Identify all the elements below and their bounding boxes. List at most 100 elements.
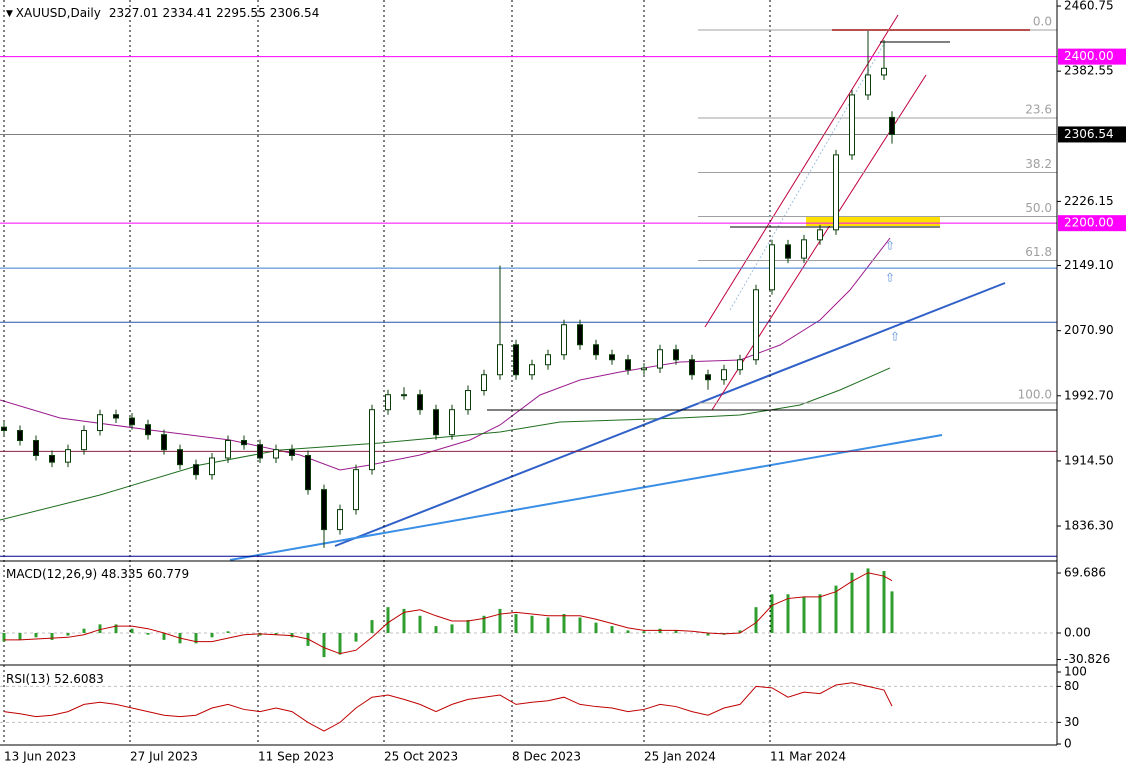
candle-body xyxy=(865,74,871,96)
x-tick-label: 25 Jan 2024 xyxy=(644,750,716,764)
candle-body xyxy=(369,409,375,471)
candle-body xyxy=(625,359,631,371)
candle-body xyxy=(401,394,407,397)
macd-bar xyxy=(66,633,70,636)
arrow-icon: ⇧ xyxy=(885,271,895,285)
macd-bar xyxy=(594,622,598,634)
candle-body xyxy=(273,449,279,459)
macd-bar xyxy=(50,633,54,640)
candle-body xyxy=(145,424,151,436)
price-tag-label: 2306.54 xyxy=(1064,127,1114,141)
candle-body xyxy=(481,374,487,392)
macd-bar xyxy=(98,624,102,634)
moving-average-fast xyxy=(0,237,891,471)
fib-label: 0.0 xyxy=(1033,14,1052,28)
moving-average-slow xyxy=(0,367,891,521)
macd-bar xyxy=(450,624,454,634)
candle-body xyxy=(513,344,519,376)
macd-bar xyxy=(194,633,198,644)
macd-bar xyxy=(434,626,438,634)
fib-label: 100.0 xyxy=(1018,388,1052,402)
macd-value: 48.335 xyxy=(101,567,143,581)
macd-bar xyxy=(18,633,22,640)
y-tick-label: 2070.90 xyxy=(1064,323,1114,337)
macd-bar xyxy=(274,633,278,635)
macd-bar xyxy=(210,633,214,638)
macd-bar xyxy=(402,608,406,634)
fib-label: 50.0 xyxy=(1025,201,1052,215)
macd-bar xyxy=(466,620,470,634)
macd-bar xyxy=(786,594,790,634)
channel-line xyxy=(704,14,899,328)
fib-label: 38.2 xyxy=(1025,157,1052,171)
macd-bar xyxy=(642,631,646,634)
candle-body xyxy=(257,444,263,459)
candle-body xyxy=(657,349,663,369)
macd-bar xyxy=(610,626,614,634)
y-tick-label: 2226.15 xyxy=(1064,194,1114,208)
rsi-line xyxy=(3,682,893,732)
macd-bar xyxy=(562,614,566,634)
zone xyxy=(806,216,940,226)
price-tag xyxy=(1058,126,1126,143)
candle-body xyxy=(833,154,839,231)
candle-body xyxy=(305,454,311,491)
y-tick-label: 2382.55 xyxy=(1064,64,1114,78)
candle-body xyxy=(449,409,455,436)
macd-bar xyxy=(546,617,550,634)
candle-body xyxy=(641,367,647,371)
macd-bar xyxy=(834,585,838,634)
macd-bar xyxy=(674,630,678,634)
rsi-header: RSI(13) 52.6083 xyxy=(6,672,104,686)
candle-body xyxy=(225,440,231,459)
y-tick-label: 1914.50 xyxy=(1064,453,1114,467)
candle-body xyxy=(545,354,551,366)
candle-body xyxy=(561,324,567,356)
macd-bar xyxy=(338,633,342,655)
macd-header: MACD(12,26,9) 48.335 60.779 xyxy=(6,567,189,581)
candle-body xyxy=(705,374,711,381)
macd-bar xyxy=(354,633,358,642)
fib-label: 61.8 xyxy=(1025,245,1052,259)
macd-bar xyxy=(34,633,38,638)
candle-body xyxy=(321,489,327,531)
high: 2334.41 xyxy=(162,6,212,20)
macd-bar xyxy=(578,617,582,634)
macd-bar xyxy=(514,614,518,634)
y-tick-label: 100 xyxy=(1064,665,1087,679)
candle-body xyxy=(529,364,535,376)
channel-line xyxy=(729,41,886,311)
candle-body xyxy=(889,116,895,135)
candle-body xyxy=(81,430,87,451)
candle-body xyxy=(673,349,679,361)
candle-body xyxy=(193,464,199,476)
x-tick-label: 25 Oct 2023 xyxy=(384,750,458,764)
price-tag-label: 2400.00 xyxy=(1064,49,1114,63)
candle-body xyxy=(337,509,343,531)
candle-body xyxy=(769,244,775,291)
candle-body xyxy=(97,414,103,432)
macd-bar xyxy=(162,633,166,640)
candle-body xyxy=(609,354,615,361)
y-tick-label: 30 xyxy=(1064,715,1079,729)
y-tick-label: -30.826 xyxy=(1064,652,1110,666)
candle-body xyxy=(497,344,503,376)
arrow-icon: ⇧ xyxy=(885,239,895,253)
candle-body xyxy=(113,414,119,419)
x-tick-label: 27 Jul 2023 xyxy=(130,750,198,764)
candle-body xyxy=(433,409,439,436)
macd-bar xyxy=(626,630,630,634)
header: ▼ XAUUSD,Daily 2327.01 2334.41 2295.55 2306.… xyxy=(6,6,319,20)
price-tag xyxy=(1058,48,1126,65)
y-tick-label: 0 xyxy=(1064,737,1072,751)
macd-bar xyxy=(82,628,86,634)
macd-bar xyxy=(706,633,710,636)
candle-body xyxy=(417,394,423,411)
candle-body xyxy=(17,430,23,442)
signal-line xyxy=(4,572,893,655)
symbol: XAUUSD,Daily xyxy=(16,6,101,20)
candle-body xyxy=(801,239,807,259)
